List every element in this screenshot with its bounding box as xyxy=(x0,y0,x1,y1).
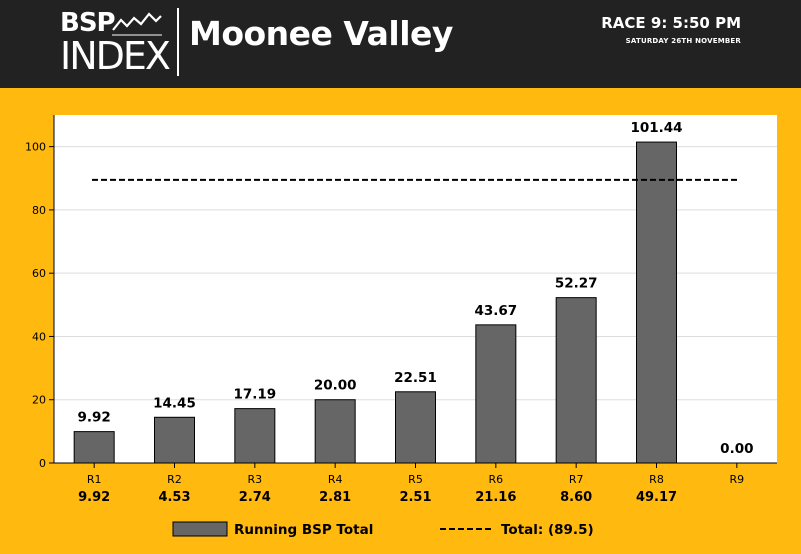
race-increment-label: 21.16 xyxy=(475,490,516,505)
y-tick-label: 60 xyxy=(32,267,46,280)
bar xyxy=(395,391,436,464)
bar-value-label: 9.92 xyxy=(78,410,111,426)
x-tick-label: R5 xyxy=(408,473,423,486)
x-tick-label: R8 xyxy=(649,473,664,486)
venue-title: Moonee Valley xyxy=(189,14,453,53)
y-tick-label: 40 xyxy=(32,330,46,343)
x-tick-label: R4 xyxy=(328,473,343,486)
x-tick-label: R1 xyxy=(87,473,102,486)
y-tick-label: 80 xyxy=(32,204,46,217)
race-date: SATURDAY 26TH NOVEMBER xyxy=(625,37,741,45)
race-increment-label: 49.17 xyxy=(636,490,677,505)
bar-value-label: 22.51 xyxy=(394,370,437,386)
race-increment-label: 2.51 xyxy=(399,490,431,505)
bsp-bar-chart: 0 20 40 60 80 100 9.92 R1 9.92 14.45 R2 4.53 17.19 R3… xyxy=(25,115,777,538)
x-tick-label: R3 xyxy=(248,473,263,486)
x-tick-label: R2 xyxy=(167,473,182,486)
bar-value-label: 43.67 xyxy=(474,303,517,319)
logo-divider xyxy=(177,8,179,76)
logo-index-text: INDEX xyxy=(60,34,171,78)
bar xyxy=(73,431,115,464)
bar xyxy=(154,416,195,464)
bar xyxy=(314,399,356,464)
bar-value-label: 101.44 xyxy=(630,120,682,136)
bar-value-label: 0.00 xyxy=(720,441,753,457)
race-increment-label: 4.53 xyxy=(158,490,190,505)
race-increment-label: 2.81 xyxy=(319,490,351,505)
sparkline-icon xyxy=(112,12,162,36)
x-tick-label: R9 xyxy=(730,473,745,486)
logo-bsp-text: BSP xyxy=(60,8,116,38)
y-tick-label: 20 xyxy=(32,394,46,407)
race-increment-label: 2.74 xyxy=(239,490,271,505)
race-increment-label: 9.92 xyxy=(78,490,110,505)
bar-value-label: 17.19 xyxy=(233,387,276,403)
y-tick-label: 100 xyxy=(25,141,46,154)
legend-bar-swatch xyxy=(172,521,228,537)
x-tick-label: R7 xyxy=(569,473,584,486)
header: BSP INDEX Moonee Valley RACE 9: 5:50 PM … xyxy=(0,0,801,88)
bar xyxy=(636,141,677,464)
y-tick-label: 0 xyxy=(39,457,46,470)
bar xyxy=(475,324,517,464)
bar xyxy=(555,297,597,464)
bar-value-label: 14.45 xyxy=(153,395,196,411)
bar-value-label: 52.27 xyxy=(555,276,598,292)
race-increment-label: 8.60 xyxy=(560,490,592,505)
bar-value-label: 20.00 xyxy=(314,378,357,394)
legend-total-label: Total: (89.5) xyxy=(501,522,594,538)
bar xyxy=(234,408,276,464)
legend-bar-label: Running BSP Total xyxy=(234,522,373,538)
x-tick-label: R6 xyxy=(489,473,504,486)
race-title: RACE 9: 5:50 PM xyxy=(601,14,741,32)
